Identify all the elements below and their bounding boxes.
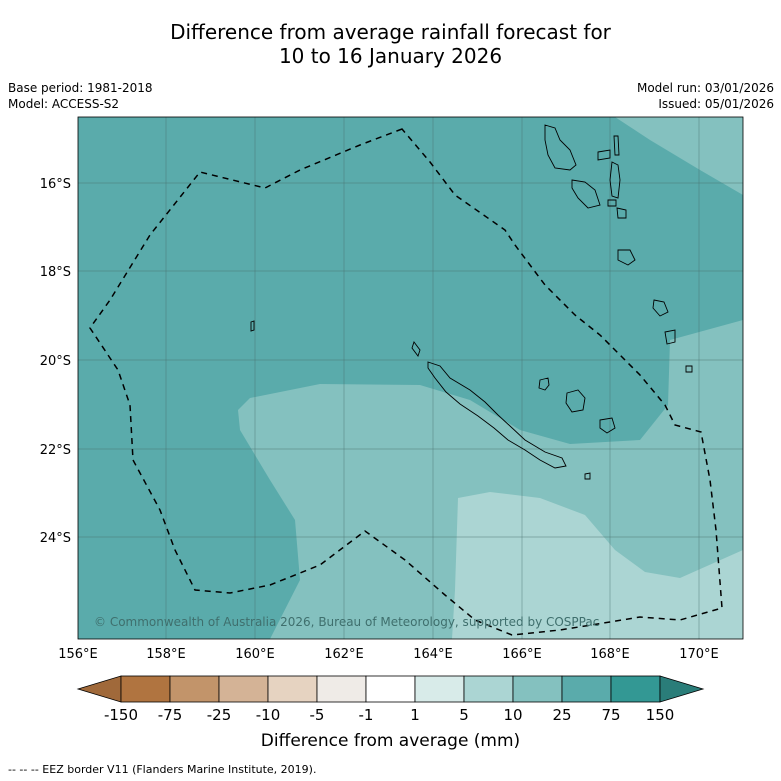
lon-label: 164°E [413, 647, 453, 662]
lon-label: 168°E [590, 647, 630, 662]
land-outlines [250, 124, 693, 480]
latitude-labels: 16°S 18°S 20°S 22°S 24°S [40, 177, 71, 546]
epi-island [607, 199, 617, 207]
efate-island [617, 249, 636, 266]
lat-label: 20°S [40, 354, 71, 369]
model-run-text: Model run: 03/01/2026 [636, 81, 774, 95]
malekula-island [571, 179, 601, 209]
colorbar-tick-label: -25 [207, 706, 232, 724]
colorbar-tick-label: 1 [410, 706, 420, 724]
lat-label: 16°S [40, 177, 71, 192]
colorbar-tick-label: -1 [359, 706, 374, 724]
colorbar-cell [512, 675, 563, 703]
colorbar-cell [169, 675, 220, 703]
colorbar-tick-label: -75 [158, 706, 183, 724]
colorbar-cell [365, 675, 416, 703]
issued-text: Issued: 05/01/2026 [658, 97, 774, 111]
colorbar-tick-label: 5 [459, 706, 469, 724]
new-caledonia-island [427, 361, 567, 469]
map-title-line2: 10 to 16 January 2026 [278, 44, 503, 68]
pentecost-north-island [613, 135, 620, 156]
colorbar-cell [120, 675, 171, 703]
walpole-island [584, 472, 591, 480]
colorbar-label: Difference from average (mm) [260, 731, 521, 751]
colorbar-cell [463, 675, 514, 703]
colorbar-extend-low [76, 675, 122, 703]
lon-label: 162°E [324, 647, 364, 662]
maewo-island [597, 149, 611, 161]
map-frame [77, 116, 744, 640]
lon-label: 170°E [679, 647, 719, 662]
aneityum-island [685, 365, 693, 373]
ouvea-island [538, 377, 550, 391]
map-title-line1: Difference from average rainfall forecas… [170, 20, 611, 44]
lon-label: 166°E [502, 647, 542, 662]
lat-label: 22°S [40, 443, 71, 458]
colorbar-cell [610, 675, 661, 703]
colorbar-extend-high [659, 675, 705, 703]
colorbar-cell [316, 675, 367, 703]
colorbar-tick-label: -10 [256, 706, 281, 724]
lon-label: 156°E [58, 647, 98, 662]
anomaly-10-25-region-ne [615, 117, 743, 195]
pentecost-island [609, 161, 621, 199]
colorbar: -150 -75 -25 -10 -5 -1 1 5 10 25 75 150 [76, 675, 705, 724]
lifou-island [565, 389, 586, 413]
eez-legend-text: -- -- -- EEZ border V11 (Flanders Marine… [8, 763, 317, 776]
anomaly-fields [78, 117, 743, 639]
graticule [78, 117, 743, 639]
colorbar-tick-label: 150 [646, 706, 675, 724]
model-text: Model: ACCESS-S2 [8, 97, 120, 111]
colorbar-cell [414, 675, 465, 703]
tanna-island [664, 329, 676, 345]
anomaly-5-10-region [452, 492, 743, 639]
erromango-island [652, 299, 669, 317]
colorbar-tick-label: 75 [601, 706, 620, 724]
lat-label: 24°S [40, 531, 71, 546]
lat-label: 18°S [40, 265, 71, 280]
eez-border [89, 128, 723, 636]
base-period-text: Base period: 1981-2018 [8, 81, 153, 95]
chesterfield-islet [250, 320, 255, 332]
copyright-text: © Commonwealth of Australia 2026, Bureau… [94, 615, 599, 629]
shepherd-islands [616, 207, 627, 219]
colorbar-cell [218, 675, 269, 703]
espiritu-santo-island [544, 124, 577, 171]
colorbar-tick-label: -5 [310, 706, 325, 724]
lon-label: 158°E [146, 647, 186, 662]
belep-island [411, 341, 421, 357]
colorbar-cell [561, 675, 612, 703]
colorbar-tick-label: 25 [552, 706, 571, 724]
colorbar-tick-label: -150 [104, 706, 138, 724]
colorbar-cell [267, 675, 318, 703]
mare-island [599, 417, 616, 434]
lon-label: 160°E [235, 647, 275, 662]
colorbar-tick-label: 10 [503, 706, 522, 724]
longitude-labels: 156°E 158°E 160°E 162°E 164°E 166°E 168°… [58, 647, 719, 662]
